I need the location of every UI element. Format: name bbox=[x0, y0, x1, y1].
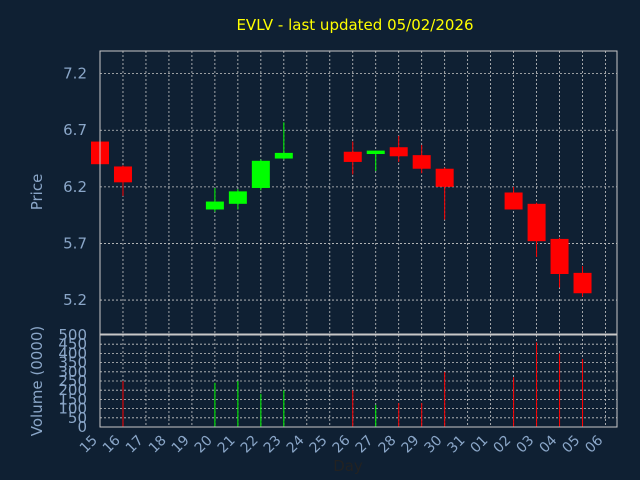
candle-body bbox=[113, 166, 132, 183]
candle-body bbox=[573, 272, 592, 294]
candle-body bbox=[251, 160, 270, 188]
axes: 15 16 17 18 19 20 21 22 23 24 25 26 27 28 29 30 31 01 02 03… bbox=[58, 50, 618, 456]
candle-body bbox=[504, 192, 523, 210]
volume-tick-label: 200 bbox=[58, 381, 87, 399]
volume-tick-label: 350 bbox=[58, 354, 87, 372]
price-tick-label: 6.2 bbox=[63, 178, 87, 196]
candle-body bbox=[343, 151, 362, 162]
volume-tick-label: 150 bbox=[58, 390, 87, 408]
price-tick-label: 5.2 bbox=[63, 291, 87, 309]
price-tick-label: 5.7 bbox=[63, 234, 87, 252]
volume-tick-label: 300 bbox=[58, 363, 87, 381]
price-axis-label: Price bbox=[28, 174, 46, 211]
volume-tick-label: 100 bbox=[58, 400, 87, 418]
price-tick-label: 6.7 bbox=[63, 121, 87, 139]
candle-body bbox=[550, 238, 569, 275]
price-tick-label: 7.2 bbox=[63, 65, 87, 83]
candle-body bbox=[389, 147, 408, 157]
volume-panel-frame bbox=[99, 334, 618, 428]
candle-body bbox=[274, 152, 293, 159]
candle-body bbox=[435, 168, 454, 187]
candle-body bbox=[228, 191, 247, 204]
volume-axis-label: Volume (0000) bbox=[28, 326, 46, 436]
candle-body bbox=[366, 150, 385, 155]
price-series bbox=[91, 122, 592, 297]
chart-title: EVLV - last updated 05/02/2026 bbox=[236, 16, 473, 34]
volume-tick-label: 0 bbox=[77, 418, 87, 436]
volume-tick-label: 500 bbox=[58, 326, 87, 344]
candle-body bbox=[205, 201, 224, 210]
price-panel-frame bbox=[99, 50, 618, 335]
volume-tick-label: 250 bbox=[58, 372, 87, 390]
candle-body bbox=[527, 203, 546, 242]
volume-tick-label: 50 bbox=[68, 409, 87, 427]
volume-series bbox=[122, 342, 584, 427]
volume-tick-label: 400 bbox=[58, 344, 87, 362]
volume-tick-label: 450 bbox=[58, 335, 87, 353]
x-axis-label: Day bbox=[333, 457, 363, 475]
candle-body bbox=[412, 155, 431, 169]
